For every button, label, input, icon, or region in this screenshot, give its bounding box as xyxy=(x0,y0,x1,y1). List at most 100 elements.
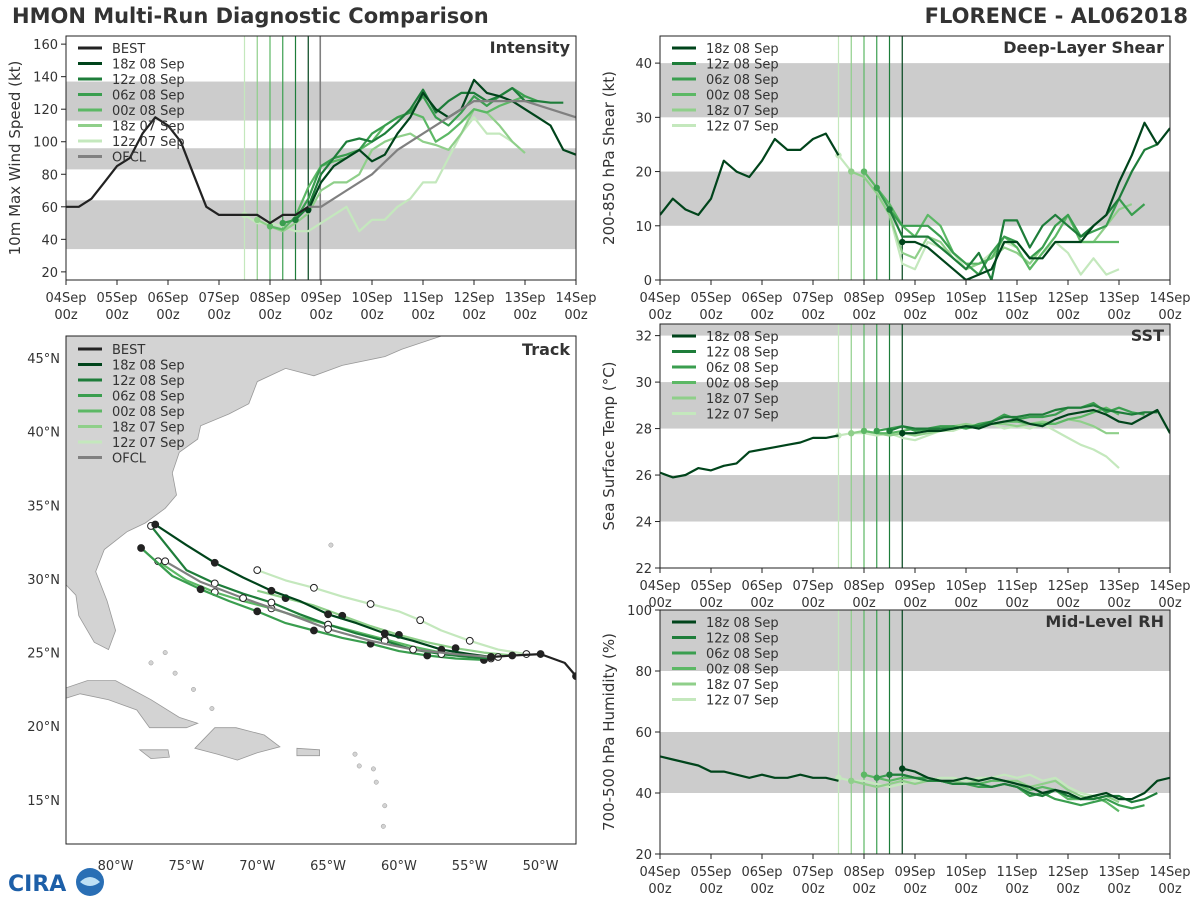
intensity-xtick-sub: 00z xyxy=(258,308,282,323)
intensity-ylabel: 10m Max Wind Speed (kt) xyxy=(6,61,24,256)
sst-xtick-sub: 00z xyxy=(1056,596,1080,611)
rh-xtick-sub: 00z xyxy=(699,882,723,897)
small-island xyxy=(352,751,358,757)
sst-legend-label: 06z 08 Sep xyxy=(706,361,779,376)
rh-xtick-sub: 00z xyxy=(1107,882,1131,897)
sst-series-best xyxy=(660,434,839,479)
north-america-landmass xyxy=(66,336,442,651)
rh-legend-label: 06z 08 Sep xyxy=(706,647,779,662)
rh-xtick-sub: 00z xyxy=(801,882,825,897)
puerto-rico xyxy=(296,747,321,757)
sst-band xyxy=(660,475,1170,522)
small-island xyxy=(380,823,386,829)
shear-ytick-label: 0 xyxy=(644,274,652,289)
shear-legend-label: 18z 08 Sep xyxy=(706,42,779,57)
intensity-title: Intensity xyxy=(490,38,571,57)
intensity-ytick-label: 120 xyxy=(33,103,58,118)
jamaica xyxy=(138,749,170,760)
sst-legend-label: 00z 08 Sep xyxy=(706,377,779,392)
intensity-ytick-label: 60 xyxy=(41,201,58,216)
sst-xtick-label: 12Sep xyxy=(1047,579,1088,594)
intensity-xtick-sub: 00z xyxy=(411,308,435,323)
rh-init-point xyxy=(873,774,880,781)
shear-xtick-label: 05Sep xyxy=(690,291,731,306)
panel-rh: 20 40 60 80 100 04Sep 00z 05Sep 00z 06Sep 00z 07Sep… xyxy=(600,604,1191,897)
sst-init-point xyxy=(886,427,893,435)
intensity-legend-label: OFCL xyxy=(112,151,147,166)
track-position-marker xyxy=(253,566,262,575)
panel-sst: 22 24 26 28 30 32 04Sep 00z 05Sep 00z 06Sep 00z 07Se… xyxy=(600,323,1191,611)
shear-xtick-label: 04Sep xyxy=(639,291,680,306)
sst-xtick-sub: 00z xyxy=(954,596,978,611)
track-ytick-label: 35°N xyxy=(27,499,60,514)
small-island xyxy=(370,766,376,772)
shear-ylabel: 200-850 hPa Shear (kt) xyxy=(600,71,618,245)
shear-series-12z-08-sep xyxy=(888,143,1158,280)
intensity-init-point xyxy=(266,223,274,230)
small-island xyxy=(328,542,334,548)
track-xtick-label: 75°W xyxy=(168,859,204,874)
intensity-legend-label: 18z 07 Sep xyxy=(112,120,185,135)
shear-ytick-label: 20 xyxy=(635,166,652,181)
intensity-series-ofcl xyxy=(308,99,576,208)
sst-init-point xyxy=(899,430,906,437)
track-legend-label: 18z 07 Sep xyxy=(112,421,185,436)
track-legend-label: BEST xyxy=(112,343,145,358)
shear-xtick-sub: 00z xyxy=(954,308,978,323)
track-position-marker xyxy=(324,625,332,633)
track-legend-label: 12z 07 Sep xyxy=(112,436,185,451)
shear-xtick-label: 06Sep xyxy=(741,291,782,306)
small-island xyxy=(148,660,154,666)
rh-legend-label: 12z 08 Sep xyxy=(706,632,779,647)
intensity-xtick-label: 06Sep xyxy=(147,291,188,306)
track-land-group xyxy=(66,323,576,844)
track-ytick-label: 30°N xyxy=(27,573,60,588)
track-legend-label: 00z 08 Sep xyxy=(112,405,185,420)
cira-logo: CIRA xyxy=(8,868,104,897)
shear-series-06z-08-sep xyxy=(875,187,1146,276)
track-xtick-label: 60°W xyxy=(381,859,417,874)
sst-legend-label: 18z 08 Sep xyxy=(706,330,779,345)
rh-xtick-label: 10Sep xyxy=(945,865,986,880)
sst-xtick-sub: 00z xyxy=(699,596,723,611)
rh-band xyxy=(660,610,1170,671)
track-position-marker xyxy=(324,610,332,619)
intensity-xtick-sub: 00z xyxy=(105,308,129,323)
rh-xtick-label: 11Sep xyxy=(996,865,1037,880)
track-xtick-label: 70°W xyxy=(239,859,275,874)
intensity-legend-label: 06z 08 Sep xyxy=(112,89,185,104)
sst-xtick-sub: 00z xyxy=(801,596,825,611)
track-position-marker xyxy=(310,626,318,635)
shear-xtick-sub: 00z xyxy=(852,308,876,323)
track-position-marker xyxy=(380,629,389,638)
rh-xtick-sub: 00z xyxy=(750,882,774,897)
rh-ytick-label: 20 xyxy=(635,848,652,863)
intensity-xtick-label: 07Sep xyxy=(198,291,239,306)
sst-xtick-sub: 00z xyxy=(648,596,672,611)
intensity-legend-label: BEST xyxy=(112,42,145,57)
newfoundland xyxy=(409,323,503,335)
shear-legend-label: 12z 08 Sep xyxy=(706,58,779,73)
shear-series-best xyxy=(660,132,840,216)
intensity-xtick-label: 12Sep xyxy=(453,291,494,306)
intensity-xtick-sub: 00z xyxy=(462,308,486,323)
intensity-init-point xyxy=(254,216,261,224)
shear-xtick-sub: 00z xyxy=(750,308,774,323)
track-position-marker xyxy=(536,650,545,658)
sst-xtick-sub: 00z xyxy=(1005,596,1029,611)
track-position-marker xyxy=(465,636,474,645)
panel-track: 80°W 75°W 70°W 65°W 60°W 55°W 50°W 15°N 20°N 25°N… xyxy=(27,323,577,874)
rh-xtick-sub: 00z xyxy=(648,882,672,897)
intensity-ytick-label: 100 xyxy=(33,136,58,151)
shear-xtick-sub: 00z xyxy=(801,308,825,323)
shear-xtick-sub: 00z xyxy=(699,308,723,323)
intensity-ytick-label: 20 xyxy=(41,266,58,281)
sst-xtick-label: 09Sep xyxy=(894,579,935,594)
intensity-legend-label: 00z 08 Sep xyxy=(112,104,185,119)
sst-xtick-label: 08Sep xyxy=(843,579,884,594)
sst-xtick-label: 11Sep xyxy=(996,579,1037,594)
rh-init-point xyxy=(899,765,906,772)
sst-legend-label: 12z 08 Sep xyxy=(706,346,779,361)
track-ytick-label: 20°N xyxy=(27,720,60,735)
